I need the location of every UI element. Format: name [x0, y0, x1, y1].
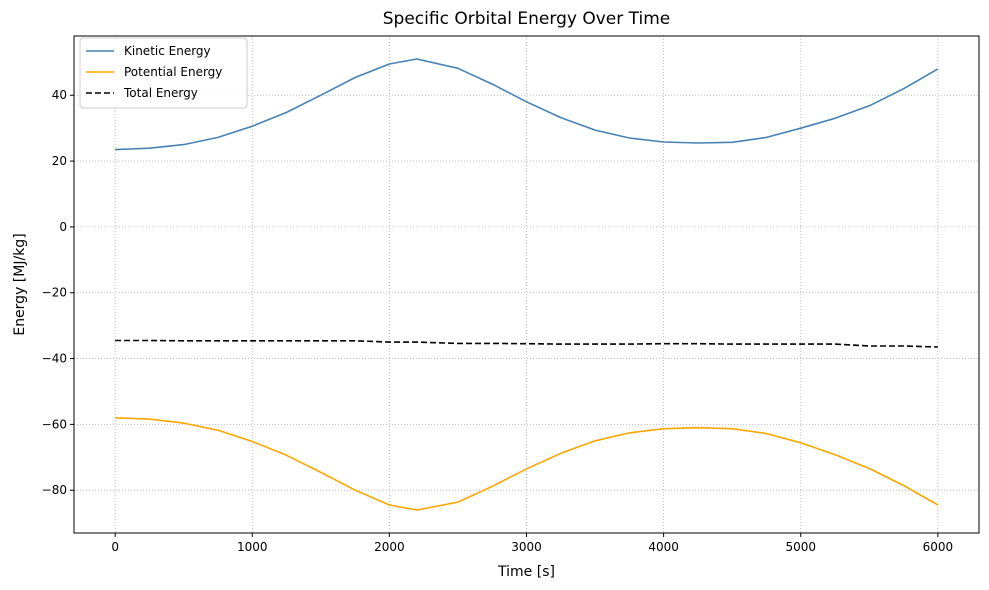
y-tick-label: 40 [52, 88, 67, 102]
series-line-total-energy [115, 339, 938, 348]
x-tick-label: 0 [111, 540, 119, 554]
y-tick-label: −40 [42, 352, 67, 366]
chart-title: Specific Orbital Energy Over Time [383, 9, 670, 29]
y-tick-label: 20 [52, 154, 67, 168]
legend-label: Kinetic Energy [124, 44, 211, 58]
y-tick-label: −60 [42, 417, 67, 431]
x-axis-label: Time [s] [497, 564, 555, 580]
x-tick-label: 6000 [923, 540, 954, 554]
legend-label: Total Energy [123, 86, 198, 100]
legend-box [79, 37, 248, 109]
x-tick-label: 1000 [237, 540, 268, 554]
y-tick-label: 0 [59, 220, 67, 234]
x-tick-label: 5000 [785, 540, 816, 554]
x-tick-label: 2000 [374, 540, 405, 554]
series-lines [115, 58, 939, 511]
y-axis-label: Energy [MJ/kg] [12, 233, 28, 335]
x-tick-label: 4000 [648, 540, 679, 554]
series-line-kinetic-energy [115, 58, 939, 151]
legend: Kinetic Energy Potential Energy Total Ener… [79, 37, 248, 109]
y-tick-label: −20 [42, 286, 67, 300]
grid [74, 36, 979, 533]
y-tick-label: −80 [42, 483, 67, 497]
legend-label: Potential Energy [124, 65, 222, 79]
series-line-potential-energy [115, 417, 939, 511]
axis-ticks: 0 1000 2000 3000 4000 5000 6000 −80 −60 −40 −20 0 20… [42, 88, 953, 554]
x-tick-label: 3000 [511, 540, 542, 554]
